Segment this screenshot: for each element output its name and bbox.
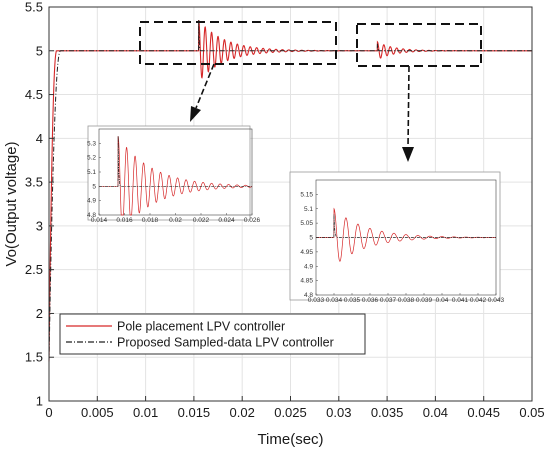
inset-2: 0.033 0.034 0.035 0.036 0.037 0.038 0.039 0.04 0…	[289, 171, 505, 304]
inset-y-tick-label: 5.05	[300, 220, 313, 227]
zoom-boxes	[139, 21, 482, 162]
inset-x-tick-label: 0.041	[452, 297, 469, 304]
inset-x-tick-label: 0.014	[91, 217, 108, 224]
inset-x-tick-label: 0.035	[344, 297, 361, 304]
inset-x-tick-label: 0.042	[470, 297, 487, 304]
zoom-arrow-2-head	[402, 147, 414, 162]
plot-frame	[48, 6, 533, 402]
x-tick-label: 0.05	[519, 405, 544, 420]
legend-box	[59, 313, 366, 355]
inset-series-line-2	[316, 214, 496, 238]
y-axis-title: Vo(Output voltage)	[3, 141, 20, 266]
y-tick-label: 2	[36, 306, 43, 321]
inset-x-tick-label: 0.022	[193, 217, 210, 224]
inset-y-tick-label: 5.3	[87, 140, 96, 147]
inset-y-tick-label: 5	[309, 235, 313, 242]
inset-y-tick-label: 4.85	[300, 278, 313, 285]
main-series	[48, 19, 532, 362]
inset-x-tick-label: 0.038	[398, 297, 415, 304]
inset-x-tick-label: 0.037	[380, 297, 397, 304]
x-tick-label: 0.015	[178, 405, 211, 420]
legend-label-2: Proposed Sampled-data LPV controller	[117, 336, 334, 350]
y-tick-label: 5	[36, 43, 43, 58]
inset-y-tick-label: 4.9	[87, 198, 96, 205]
x-tick-label: 0.01	[133, 405, 158, 420]
legend-label-1: Pole placement LPV controller	[117, 320, 285, 334]
inset-y-tick-label: 4.8	[87, 212, 96, 219]
series-line-2	[48, 20, 532, 362]
inset-frame	[87, 125, 251, 221]
inset-x-tick-label: 0.039	[416, 297, 433, 304]
axes: 0 0.005 0.01 0.015 0.02 0.025 0.03 0.035 0.04 0.0…	[25, 0, 545, 420]
x-tick-label: 0.04	[423, 405, 448, 420]
inset-y-tick-label: 5.15	[300, 191, 313, 198]
x-tick-label: 0.035	[371, 405, 404, 420]
inset-y-tick-label: 4.95	[300, 249, 313, 256]
y-tick-label: 2.5	[25, 262, 43, 277]
inset-1: 0.014 0.016 0.018 0.02 0.022 0.024 0.026 4.8 4.9…	[87, 125, 261, 224]
inset-series-line-2	[99, 136, 252, 187]
inset-x-tick-label: 0.034	[326, 297, 343, 304]
inset-x-tick-label: 0.026	[244, 217, 261, 224]
inset-x-tick-label: 0.02	[169, 217, 182, 224]
legend: Pole placement LPV controller Proposed Sa…	[59, 313, 366, 355]
inset-y-tick-label: 5.1	[304, 206, 313, 213]
x-tick-label: 0.025	[274, 405, 307, 420]
inset-y-tick-label: 5.1	[87, 169, 96, 176]
zoom-box-2	[356, 23, 482, 67]
insets: 0.014 0.016 0.018 0.02 0.022 0.024 0.026 4.8 4.9…	[87, 125, 505, 304]
inset-x-tick-label: 0.036	[362, 297, 379, 304]
inset-y-tick-label: 4.9	[304, 263, 313, 270]
inset-y-tick-label: 4.8	[304, 292, 313, 299]
zoom-box-1	[139, 21, 337, 65]
x-tick-label: 0.005	[81, 405, 114, 420]
inset-x-tick-label: 0.016	[116, 217, 133, 224]
inset-x-tick-label: 0.024	[218, 217, 235, 224]
y-tick-label: 1	[36, 394, 43, 409]
inset-y-tick-label: 5.2	[87, 155, 96, 162]
inset-x-tick-label: 0.04	[436, 297, 449, 304]
zoom-arrow-2-line	[407, 65, 410, 149]
x-tick-label: 0.02	[230, 405, 255, 420]
x-tick-label: 0.045	[467, 405, 500, 420]
zoom-arrow-1-head	[190, 106, 201, 122]
y-tick-label: 4	[36, 131, 43, 146]
x-axis-title: Time(sec)	[257, 431, 323, 448]
inset-series-line-1	[315, 207, 496, 262]
y-tick-label: 3.5	[25, 175, 43, 190]
x-tick-label: 0	[45, 405, 52, 420]
inset-x-tick-label: 0.043	[488, 297, 505, 304]
inset-y-tick-label: 5	[92, 183, 96, 190]
y-tick-label: 1.5	[25, 350, 43, 365]
inset-x-tick-label: 0.033	[308, 297, 325, 304]
inset-frame	[289, 171, 501, 301]
inset-x-tick-label: 0.018	[142, 217, 159, 224]
y-tick-label: 3	[36, 218, 43, 233]
x-tick-label: 0.03	[326, 405, 351, 420]
y-tick-label: 5.5	[25, 0, 43, 15]
y-tick-label: 4.5	[25, 87, 43, 102]
zoom-arrow-1-line	[195, 63, 215, 109]
